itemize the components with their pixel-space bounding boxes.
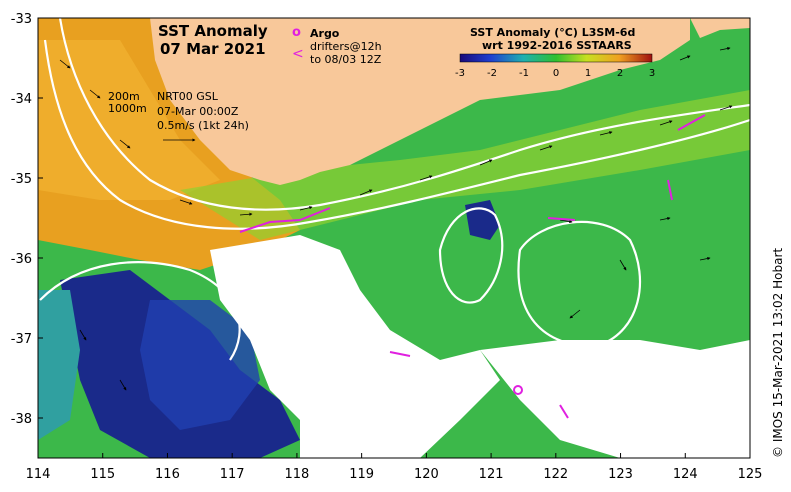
drifter-track-6 [559,404,569,419]
x-tick-label: 125 [738,467,763,482]
contour-1000m [43,39,750,230]
x-tick-label: 118 [284,467,309,482]
current-time-label: 07-Mar 00:00Z [157,105,239,118]
plot-frame [37,17,751,459]
contour-eddy-1 [438,207,504,304]
credit-label: © IMOS 15-Mar-2021 13:02 Hobart [771,248,785,458]
contour-200m [58,18,750,211]
x-axis: 114 115 116 117 118 119 120 121 122 123 124 125 [26,453,763,482]
current-arrows [59,46,733,391]
y-axis: -33 -34 -35 -36 -37 -38 [11,12,43,427]
no-data-central [210,235,500,458]
argo-symbol: o [292,25,301,40]
drifters-label: drifters@12h [310,40,382,53]
bathymetry-contours [39,18,750,361]
y-tick-label: -33 [11,12,32,27]
no-data-southeast [480,340,750,458]
contour-legend-1000m: 1000m [108,102,147,115]
land-east [690,18,750,38]
drifters-until-label: to 08/03 12Z [310,53,382,66]
y-tick-label: -35 [11,172,32,187]
colorbar-ticks: -3 -2 -1 0 1 2 3 [455,68,655,79]
y-tick-label: -34 [11,92,32,107]
colorbar-tick-label: -1 [519,68,529,79]
x-tick-label: 119 [349,467,374,482]
y-tick-label: -36 [11,252,32,267]
map-title-line1: SST Anomaly [158,22,268,40]
x-tick-label: 120 [414,467,439,482]
argo-label: Argo [310,27,340,40]
drifter-track-2 [547,217,576,221]
x-tick-label: 122 [543,467,568,482]
argo-float-marker [513,385,523,395]
contour-eddy-2 [517,220,642,347]
current-product-label: NRT00 GSL [157,90,219,103]
colorbar-tick-label: -2 [487,68,497,79]
colorbar-tick-label: 0 [553,68,559,79]
x-tick-label: 116 [155,467,180,482]
drifter-symbol: < [292,46,304,62]
x-tick-label: 121 [479,467,504,482]
drifter-track-1 [239,207,331,233]
drifter-track-5 [389,351,411,357]
x-tick-label: 124 [673,467,698,482]
colorbar-tick-label: 3 [649,68,655,79]
x-tick-label: 117 [220,467,245,482]
teal-patch-west [38,290,80,440]
plot-area [38,18,750,458]
contour-western-loop [39,261,241,361]
drifter-tracks [239,114,706,419]
colorbar-tick-label: 1 [585,68,591,79]
cold-anomaly-mid [140,300,260,430]
drifter-track-4 [667,179,673,201]
colorbar [459,53,653,63]
colorbar-title-line2: wrt 1992-2016 SSTAARS [482,39,632,52]
x-tick-label: 114 [26,467,51,482]
x-tick-label: 123 [608,467,633,482]
colorbar-tick-label: 2 [617,68,623,79]
map-title-line2: 07 Mar 2021 [160,40,266,58]
colorbar-title-line1: SST Anomaly (°C) L3SM-6d [470,26,635,39]
x-tick-label: 115 [90,467,115,482]
colorbar-tick-label: -3 [455,68,465,79]
current-scale-label: 0.5m/s (1kt 24h) [157,119,249,132]
y-tick-label: -38 [11,412,32,427]
y-tick-label: -37 [11,332,32,347]
drifter-track-3 [677,114,706,131]
contour-legend-200m: 200m [108,90,140,103]
